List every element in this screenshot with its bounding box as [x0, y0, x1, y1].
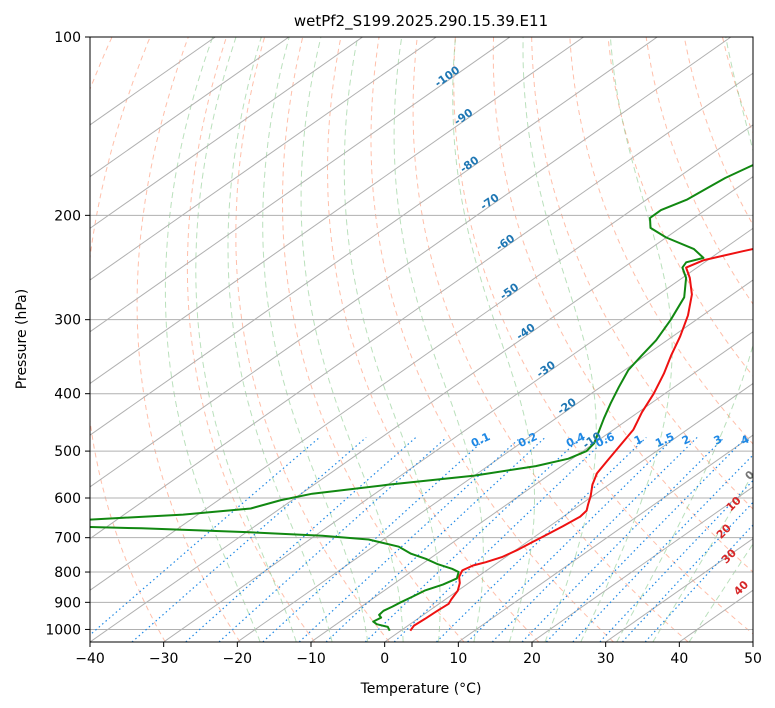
moist-adiabat-line — [393, 37, 484, 642]
isotherm-line — [163, 227, 753, 642]
dry-adiabat-line — [90, 37, 166, 642]
axes: −40 −30 −20 −10 0 10 20 30 40 5010009008007006005… — [45, 30, 762, 667]
isotherm-line — [310, 331, 753, 642]
y-tick-label: 800 — [54, 565, 81, 581]
isotherm-line — [531, 486, 753, 642]
dewpoint-profile-line — [90, 163, 753, 632]
y-tick-label: 200 — [54, 208, 81, 224]
mixing-ratio-line — [90, 436, 320, 636]
isotherm-line — [237, 279, 753, 642]
moist-adiabat-line — [343, 37, 441, 642]
dry-adiabat-line — [492, 37, 753, 573]
y-tick-label: 900 — [54, 595, 81, 611]
isotherm-line — [458, 434, 753, 642]
mixing-ratio-line — [298, 436, 522, 642]
mixing-ratio-line — [262, 436, 488, 642]
x-tick-label: 20 — [523, 651, 541, 667]
y-tick-label: 600 — [54, 491, 81, 507]
plot-frame — [89, 36, 754, 643]
moist-adiabat-line — [688, 542, 753, 642]
dry-adiabat-line — [186, 37, 316, 642]
mixing-ratio-line — [435, 436, 647, 642]
plot-area: -100-90-80-70-60-50-40-30-20-100.1 0.2 0.4… — [90, 37, 758, 642]
y-tick-label: 1000 — [45, 622, 81, 638]
x-tick-label: 40 — [670, 651, 688, 667]
dry-adiabat-line — [569, 37, 753, 445]
moist-adiabat-line — [227, 37, 333, 642]
moist-adiabat-line — [652, 472, 753, 642]
chart-title: wetPf2_S199.2025.290.15.39.E11 — [294, 12, 548, 31]
dry-adiabat-line — [531, 37, 753, 510]
dry-adiabat-line — [683, 37, 753, 226]
isotherm-line — [90, 72, 753, 540]
x-tick-label: −10 — [296, 651, 326, 667]
dry-adiabat-line — [282, 37, 465, 642]
isotherm-line — [90, 37, 658, 436]
dry-adiabat-line — [370, 37, 614, 642]
mixing-ratio-line — [185, 436, 417, 642]
x-tick-label: 50 — [744, 651, 762, 667]
moist-adiabat-line — [452, 37, 535, 642]
x-tick-label: −30 — [149, 651, 179, 667]
isotherm-line — [90, 37, 437, 281]
isotherm-line — [90, 37, 584, 385]
isotherm-line — [90, 37, 290, 178]
y-tick-label: 500 — [54, 444, 81, 460]
mixing-ratio-line — [131, 436, 367, 642]
isotherm-line — [90, 176, 753, 642]
x-axis-label: Temperature (°C) — [360, 681, 482, 697]
mixing-ratio-line — [621, 501, 753, 642]
moist-adiabat-line — [262, 37, 369, 642]
moist-adiabat-line — [300, 37, 404, 642]
adiabat-label: 0 — [743, 468, 758, 483]
y-tick-label: 400 — [54, 387, 81, 403]
isotherm-line — [90, 37, 363, 229]
moist-adiabat-line — [195, 37, 297, 642]
isotherm-line — [605, 537, 753, 642]
x-tick-label: 10 — [449, 651, 467, 667]
mixing-ratio-line — [491, 436, 698, 642]
mixing-ratio-line — [521, 436, 725, 642]
mixing-ratio-line — [572, 454, 753, 642]
x-tick-label: 0 — [380, 651, 389, 667]
dry-adiabat-line — [327, 37, 540, 642]
y-axis-label: Pressure (hPa) — [14, 289, 30, 389]
x-tick-label: 30 — [597, 651, 615, 667]
dry-adiabat-line — [453, 37, 753, 635]
mixing-ratio-line — [599, 479, 753, 642]
dry-adiabat-line — [645, 37, 753, 305]
y-tick-label: 700 — [54, 531, 81, 547]
isotherm-line — [90, 37, 732, 488]
temperature-profile-line — [409, 248, 753, 632]
y-tick-label: 300 — [54, 313, 81, 329]
isotherm-line — [384, 382, 753, 642]
y-tick-label: 100 — [54, 30, 81, 46]
moist-adiabat-line — [164, 37, 261, 642]
dry-adiabat-line — [235, 37, 390, 642]
mixing-ratio-line — [325, 436, 546, 642]
x-tick-label: −40 — [75, 651, 105, 667]
x-tick-label: −20 — [223, 651, 253, 667]
isotherm-line — [90, 37, 511, 333]
isotherm-line — [90, 124, 753, 591]
